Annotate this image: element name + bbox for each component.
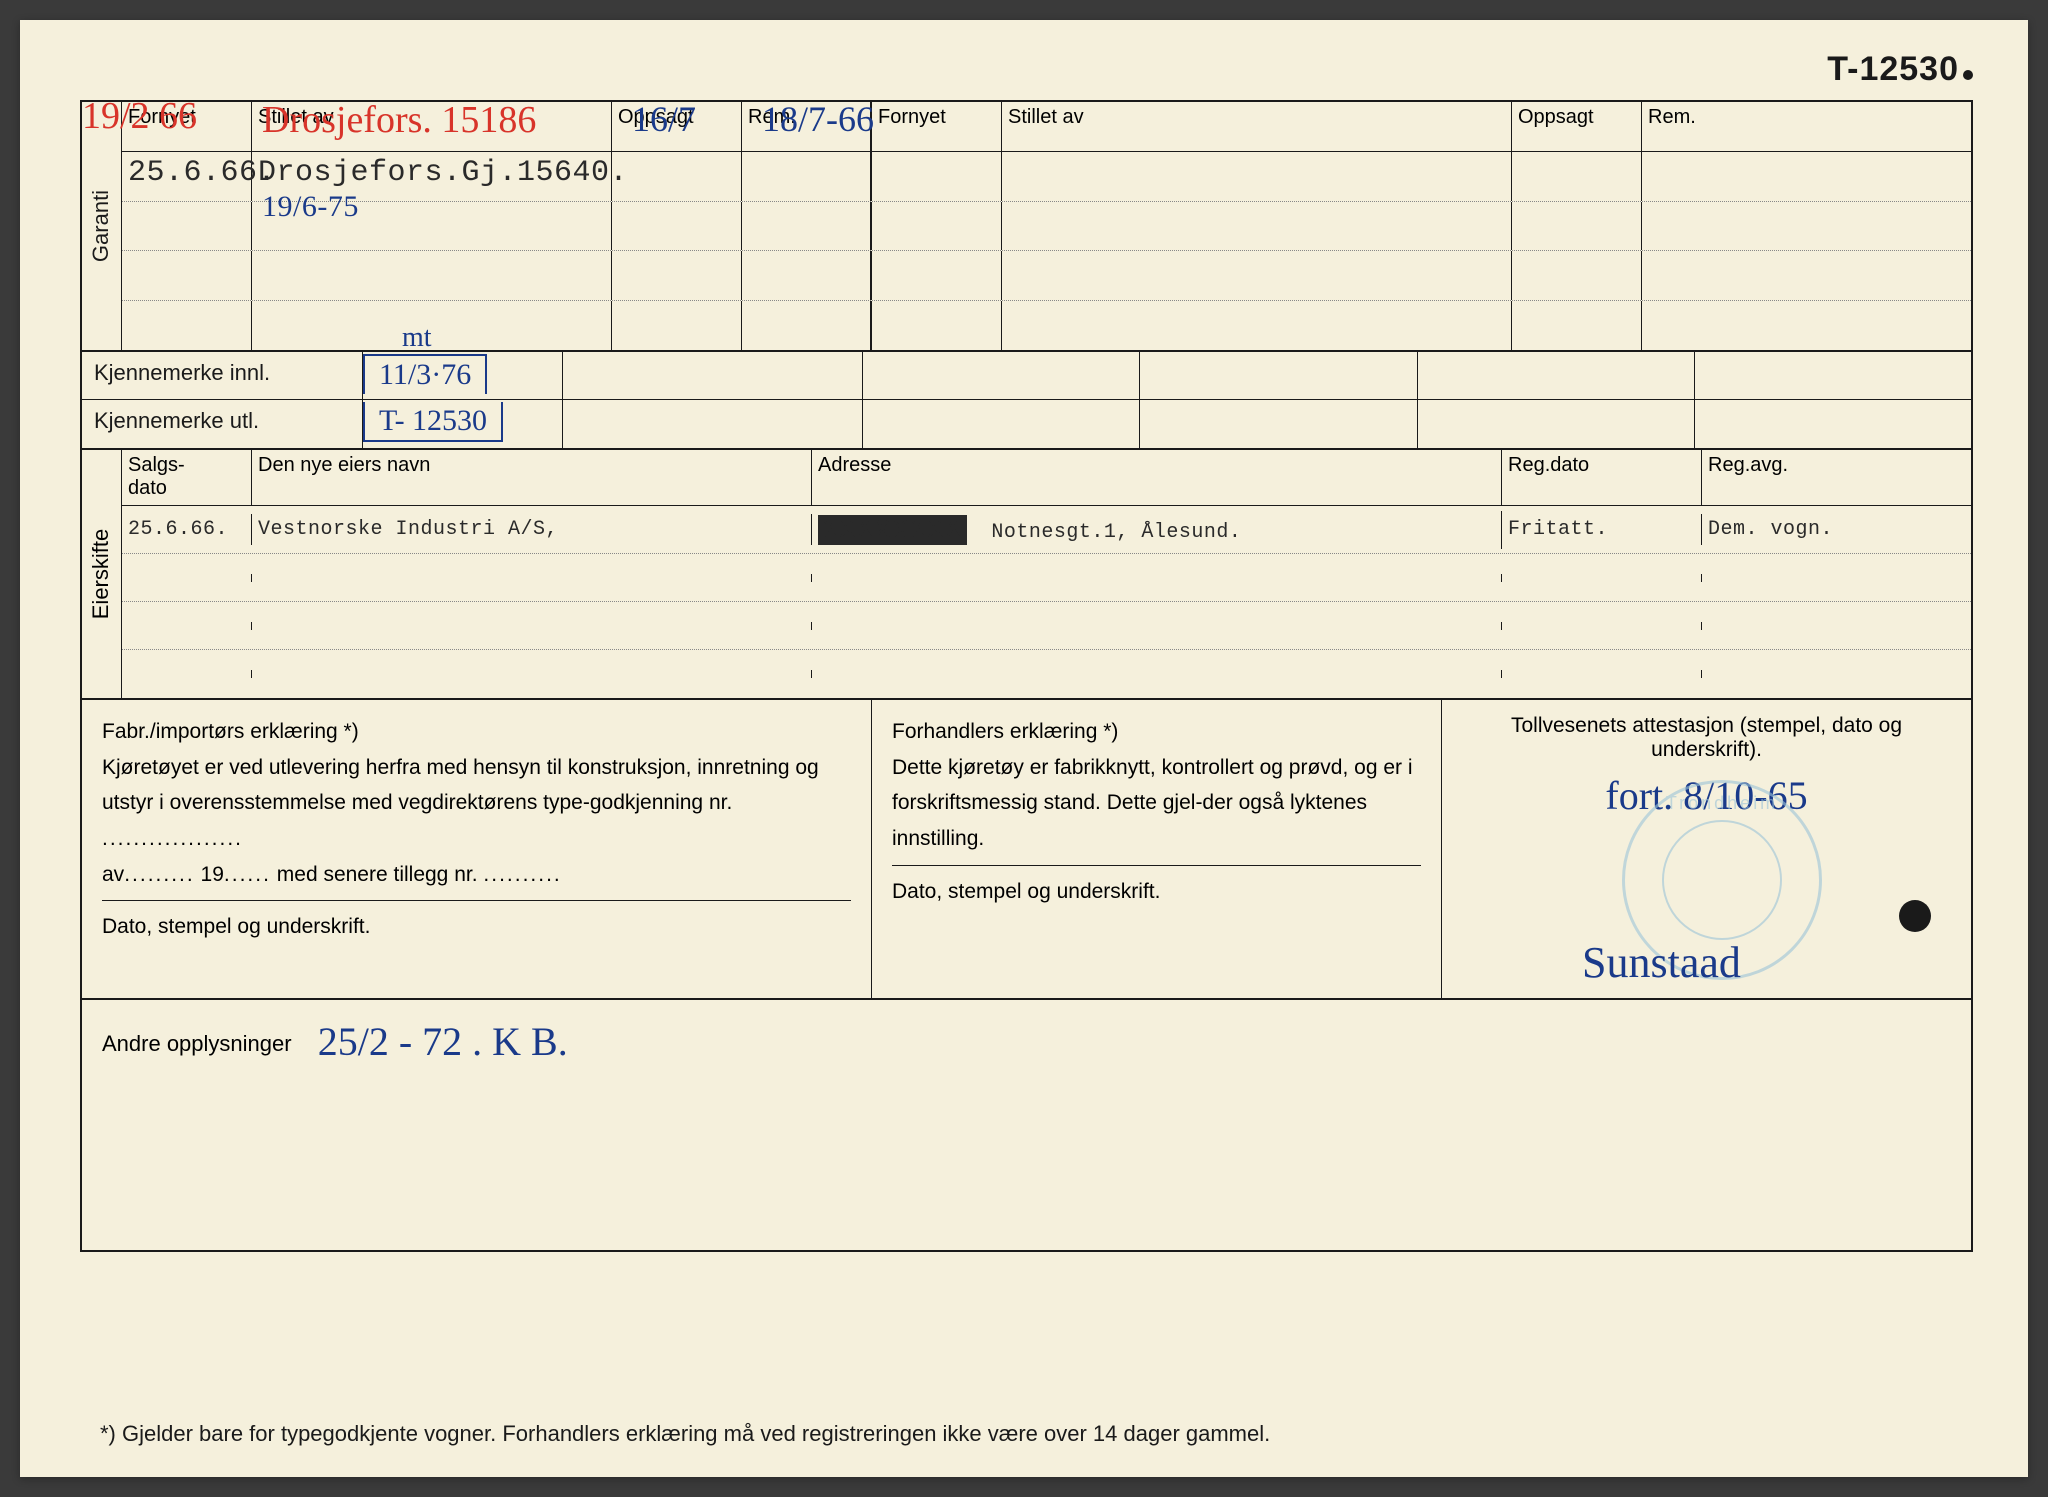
garanti-r1-stillet-hand: 19/6-75 bbox=[262, 190, 359, 223]
footnote: *) Gjelder bare for typegodkjente vogner… bbox=[100, 1421, 1270, 1447]
eier-r1-regavg: Dem. vogn. bbox=[1702, 514, 1971, 545]
tollvesen-col: Tollvesenets attestasjon (stempel, dato … bbox=[1442, 700, 1971, 998]
kjenn-utl-label: Kjennemerke utl. bbox=[82, 400, 362, 448]
kjenn-utl-row: Kjennemerke utl. T- 12530 bbox=[82, 400, 1971, 448]
forh-text: Dette kjøretøy er fabrikknytt, kontrolle… bbox=[892, 750, 1421, 857]
eier-row-3 bbox=[122, 602, 1971, 650]
eier-header-regdato: Reg.dato bbox=[1502, 450, 1702, 505]
garanti-row-2 bbox=[122, 202, 1971, 252]
kjenn-innl-label: Kjennemerke innl. bbox=[82, 352, 362, 399]
garanti-r1-oppsagt2 bbox=[1512, 152, 1642, 201]
andre-opplysninger-section: Andre opplysninger 25/2 - 72 . K B. bbox=[82, 1000, 1971, 1250]
kjenn-innl-row: Kjennemerke innl. 11/3·76 bbox=[82, 352, 1971, 400]
eier-vertical-label: Eierskifte bbox=[82, 450, 122, 698]
eier-r1-adresse: XXXXXXXX Notnesgt.1, Ålesund. bbox=[812, 511, 1502, 549]
header-oppsagt-2: Oppsagt bbox=[1512, 102, 1642, 151]
kjenn-boxed-id: T- 12530 bbox=[363, 402, 503, 442]
garanti-r1-fornyet: 25.6.66. bbox=[122, 152, 252, 201]
forh-divider bbox=[892, 865, 1421, 866]
eier-row-1: 25.6.66. Vestnorske Industri A/S, XXXXXX… bbox=[122, 506, 1971, 554]
eier-header-dato: Salgs- dato bbox=[122, 450, 252, 505]
fabr-title: Fabr./importørs erklæring *) bbox=[102, 714, 851, 750]
andre-handwritten: 25/2 - 72 . K B. bbox=[318, 1019, 568, 1064]
garanti-grid: Fornyet Stillet av Oppsagt Rem. Fornyet … bbox=[122, 102, 1971, 350]
kjennemerke-section: mt Kjennemerke innl. 11/3·76 Kjennemerke… bbox=[82, 352, 1971, 450]
fabr-text: Kjøretøyet er ved utlevering herfra med … bbox=[102, 750, 851, 857]
garanti-r1-oppsagt bbox=[612, 152, 742, 201]
garanti-r1-rem2 bbox=[1642, 152, 1971, 201]
fabr-divider bbox=[102, 900, 851, 901]
garanti-r1-stillet: Drosjefors.Gj.15640. 19/6-75 bbox=[252, 152, 612, 201]
eier-r1-dato: 25.6.66. bbox=[122, 514, 252, 545]
header-oppsagt-1: Oppsagt bbox=[612, 102, 742, 151]
garanti-r1-stillet2 bbox=[1002, 152, 1512, 201]
garanti-row-3 bbox=[122, 251, 1971, 301]
eier-header-row: Salgs- dato Den nye eiers navn Adresse R… bbox=[122, 450, 1971, 506]
registration-card: T-12530 Garanti Fornyet Stillet av Oppsa… bbox=[20, 20, 2028, 1477]
header-stillet-1: Stillet av bbox=[252, 102, 612, 151]
forh-title: Forhandlers erklæring *) bbox=[892, 714, 1421, 750]
fabr-importor-col: Fabr./importørs erklæring *) Kjøretøyet … bbox=[82, 700, 872, 998]
fabr-text2: av......... 19...... med senere tillegg … bbox=[102, 857, 851, 893]
header-fornyet-1: Fornyet bbox=[122, 102, 252, 151]
eier-r1-redacted: XXXXXXXX bbox=[818, 515, 967, 545]
stamp-text: Trondheim bbox=[1666, 793, 1778, 814]
garanti-section: Garanti Fornyet Stillet av Oppsagt Rem. … bbox=[82, 102, 1971, 352]
main-frame: Garanti Fornyet Stillet av Oppsagt Rem. … bbox=[80, 100, 1973, 1252]
card-id: T-12530 bbox=[1827, 50, 1973, 89]
eier-r1-regdato: Fritatt. bbox=[1502, 514, 1702, 545]
erklaering-section: Fabr./importørs erklæring *) Kjøretøyet … bbox=[82, 700, 1971, 1000]
header-rem-1: Rem. bbox=[742, 102, 872, 151]
header-fornyet-2: Fornyet bbox=[872, 102, 1002, 151]
toll-title: Tollvesenets attestasjon (stempel, dato … bbox=[1462, 714, 1951, 762]
garanti-header-row: Fornyet Stillet av Oppsagt Rem. Fornyet … bbox=[122, 102, 1971, 152]
customs-stamp: Trondheim bbox=[1622, 780, 1822, 980]
eierskifte-section: Eierskifte Salgs- dato Den nye eiers nav… bbox=[82, 450, 1971, 700]
eier-row-2 bbox=[122, 554, 1971, 602]
garanti-vertical-label: Garanti bbox=[82, 102, 122, 350]
eier-grid: Salgs- dato Den nye eiers navn Adresse R… bbox=[122, 450, 1971, 698]
eier-header-navn: Den nye eiers navn bbox=[252, 450, 812, 505]
eier-header-regavg: Reg.avg. bbox=[1702, 450, 1971, 505]
eier-row-4 bbox=[122, 650, 1971, 698]
eier-header-adresse: Adresse bbox=[812, 450, 1502, 505]
fabr-sign-label: Dato, stempel og underskrift. bbox=[102, 909, 851, 945]
garanti-r1-fornyet2 bbox=[872, 152, 1002, 201]
forh-sign-label: Dato, stempel og underskrift. bbox=[892, 874, 1421, 910]
header-stillet-2: Stillet av bbox=[1002, 102, 1512, 151]
punch-hole bbox=[1899, 900, 1931, 932]
garanti-row-4 bbox=[122, 301, 1971, 351]
header-rem-2: Rem. bbox=[1642, 102, 1971, 151]
andre-label: Andre opplysninger bbox=[102, 1031, 292, 1056]
forhandler-col: Forhandlers erklæring *) Dette kjøretøy … bbox=[872, 700, 1442, 998]
eier-r1-navn: Vestnorske Industri A/S, bbox=[252, 514, 812, 545]
kjenn-boxed-date: 11/3·76 bbox=[363, 354, 487, 394]
garanti-r1-rem bbox=[742, 152, 872, 201]
garanti-row-1: 25.6.66. Drosjefors.Gj.15640. 19/6-75 bbox=[122, 152, 1971, 202]
